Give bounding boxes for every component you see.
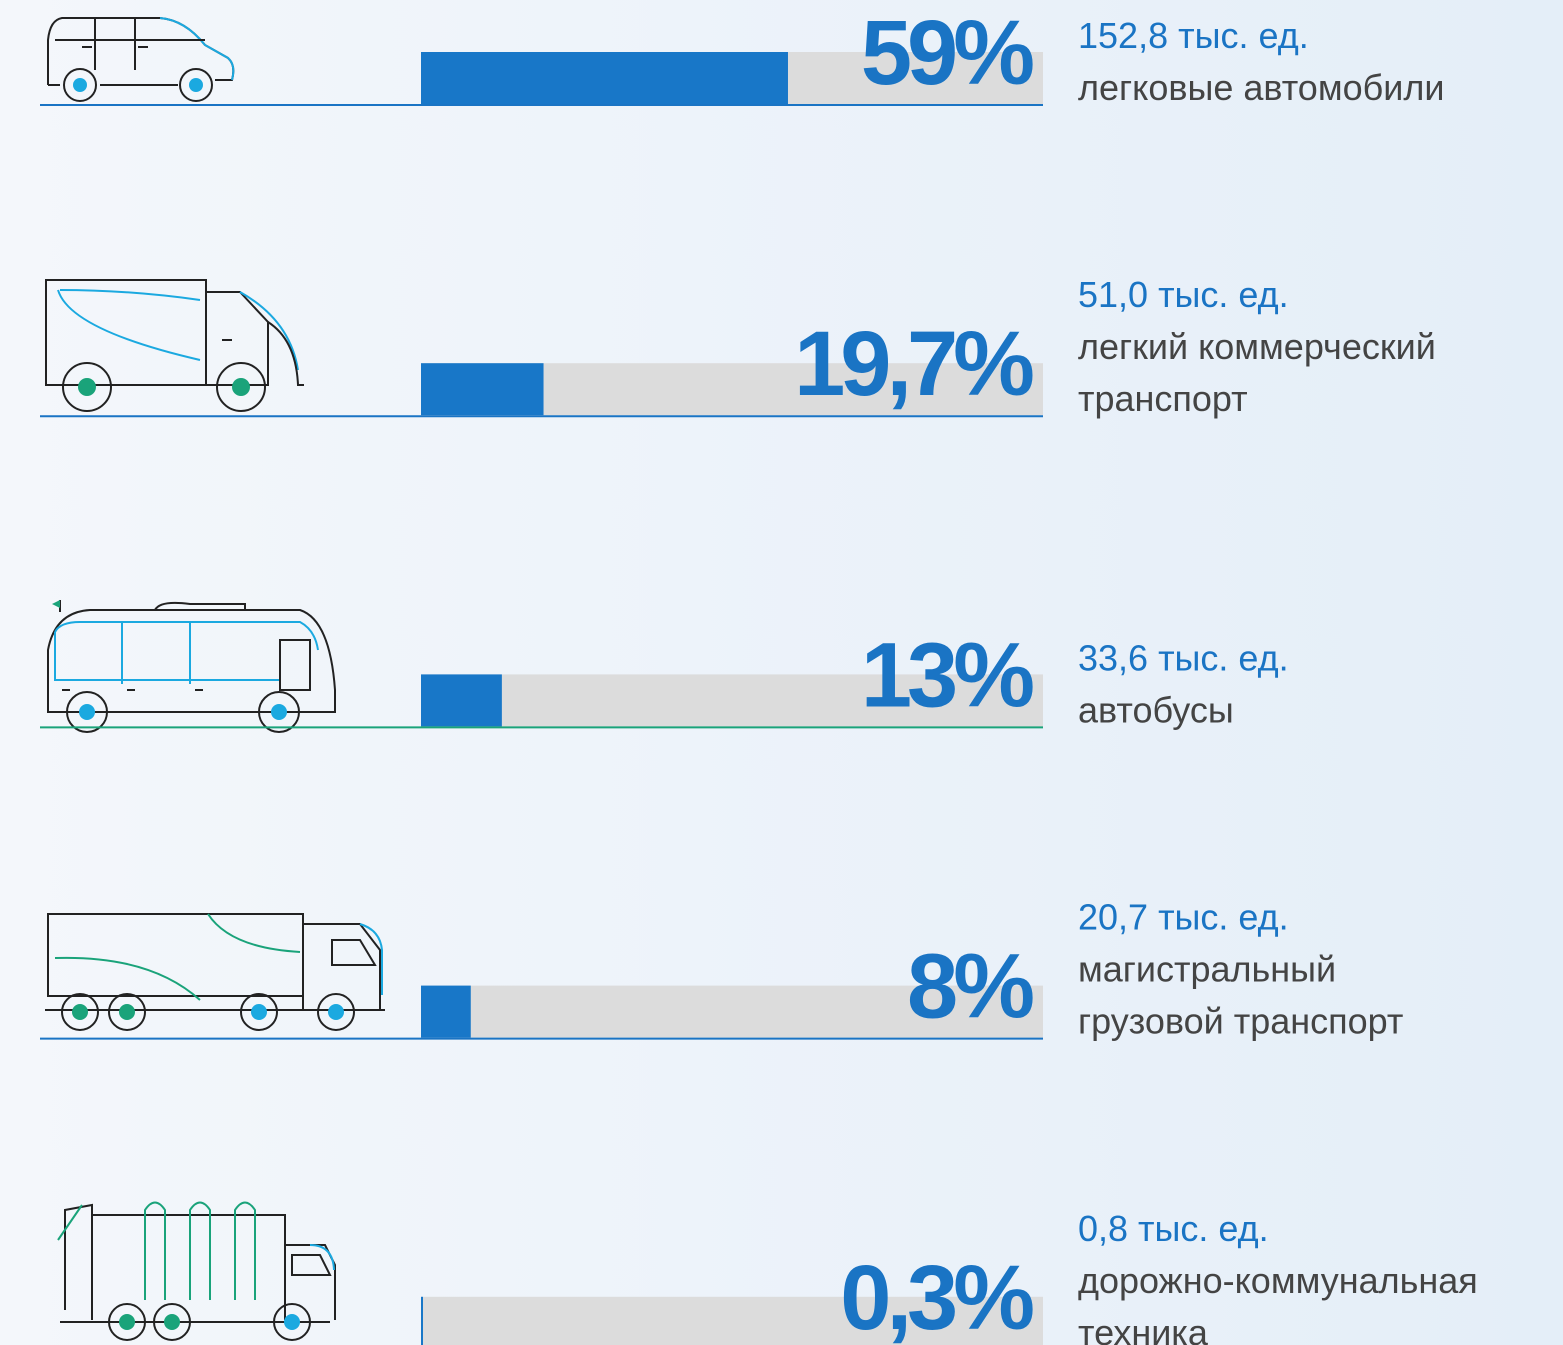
bar xyxy=(421,985,471,1038)
bar-track xyxy=(421,1296,1043,1345)
bar-track xyxy=(421,674,1043,727)
category-label: грузовой транспорт xyxy=(1078,1001,1403,1042)
icon-bus xyxy=(47,600,336,733)
count-label: 0,8 тыс. ед. xyxy=(1078,1208,1269,1249)
bar xyxy=(421,1296,423,1345)
bar-track xyxy=(421,985,1043,1038)
icon-van xyxy=(45,279,304,412)
category-label: легковые автомобили xyxy=(1078,67,1444,108)
icon-utility xyxy=(57,1201,336,1341)
value-label: 13% xyxy=(861,624,1033,726)
bar xyxy=(421,52,788,104)
count-label: 51,0 тыс. ед. xyxy=(1078,274,1289,315)
bar xyxy=(421,363,544,416)
count-label: 152,8 тыс. ед. xyxy=(1078,15,1309,56)
value-label: 0,3% xyxy=(840,1247,1033,1345)
category-label: магистральный xyxy=(1078,949,1336,990)
count-label: 33,6 тыс. ед. xyxy=(1078,637,1289,678)
category-label: дорожно-коммунальная xyxy=(1078,1260,1478,1301)
count-label: 20,7 тыс. ед. xyxy=(1078,897,1289,938)
icon-car xyxy=(47,17,235,102)
category-label: техника xyxy=(1078,1312,1209,1345)
icon-truck xyxy=(45,913,385,1031)
category-label: легкий коммерческий xyxy=(1078,326,1436,367)
value-label: 8% xyxy=(907,936,1033,1038)
category-label: транспорт xyxy=(1078,378,1248,419)
bar xyxy=(421,674,502,727)
category-label: автобусы xyxy=(1078,689,1234,730)
value-label: 19,7% xyxy=(794,313,1033,415)
value-label: 59% xyxy=(861,2,1033,104)
